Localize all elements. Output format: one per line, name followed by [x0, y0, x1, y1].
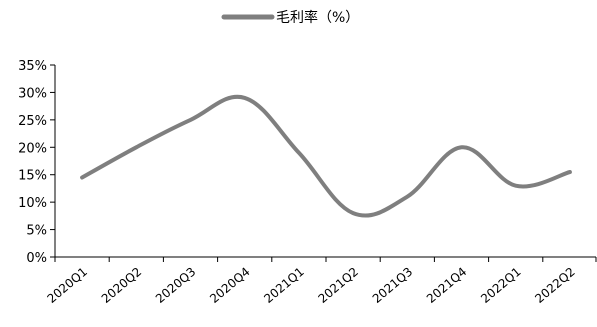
x-tick-label: 2020Q3 [153, 265, 198, 306]
data-point-2021Q1 [297, 151, 301, 155]
data-point-2021Q4 [460, 145, 464, 149]
data-point-2022Q2 [568, 170, 572, 174]
y-tick-label: 0% [26, 251, 47, 266]
x-tick-label: 2022Q2 [532, 265, 577, 306]
data-point-2020Q1 [80, 175, 84, 179]
x-axis: 2020Q1 2020Q2 2020Q3 2020Q4 2021Q1 2021Q2 2021… [45, 256, 597, 306]
x-tick-label: 2020Q2 [99, 265, 144, 306]
data-point-2021Q3 [405, 195, 409, 199]
y-tick-label: 10% [18, 196, 47, 211]
y-tick-label: 25% [18, 114, 47, 129]
y-tick-label: 20% [18, 141, 47, 156]
x-tick-label: 2020Q1 [45, 265, 90, 306]
x-tick-label: 2021Q2 [316, 265, 361, 306]
data-point-2020Q4 [243, 96, 247, 100]
series-line-gross-margin [80, 94, 572, 218]
x-tick-label: 2021Q4 [424, 265, 469, 306]
series-layer [80, 94, 572, 218]
legend: 毛利率（%） [221, 9, 359, 26]
x-tick-label: 2021Q1 [261, 265, 306, 306]
legend-label: 毛利率（%） [276, 9, 359, 26]
x-tick-label: 2021Q3 [370, 265, 415, 306]
y-tick-label: 15% [18, 169, 47, 184]
y-tick-label: 5% [26, 224, 47, 239]
y-tick-label: 35% [18, 59, 47, 74]
data-point-2022Q1 [514, 184, 518, 188]
data-point-2020Q3 [189, 118, 193, 122]
x-tick-label: 2022Q1 [478, 265, 523, 306]
y-axis: 0% 5% 10% 15% 20% 25% 30% 35% [18, 59, 56, 266]
x-tick-label: 2020Q4 [207, 265, 252, 306]
data-point-2020Q2 [134, 145, 138, 149]
y-tick-label: 30% [18, 86, 47, 101]
data-point-2021Q2 [351, 211, 355, 215]
